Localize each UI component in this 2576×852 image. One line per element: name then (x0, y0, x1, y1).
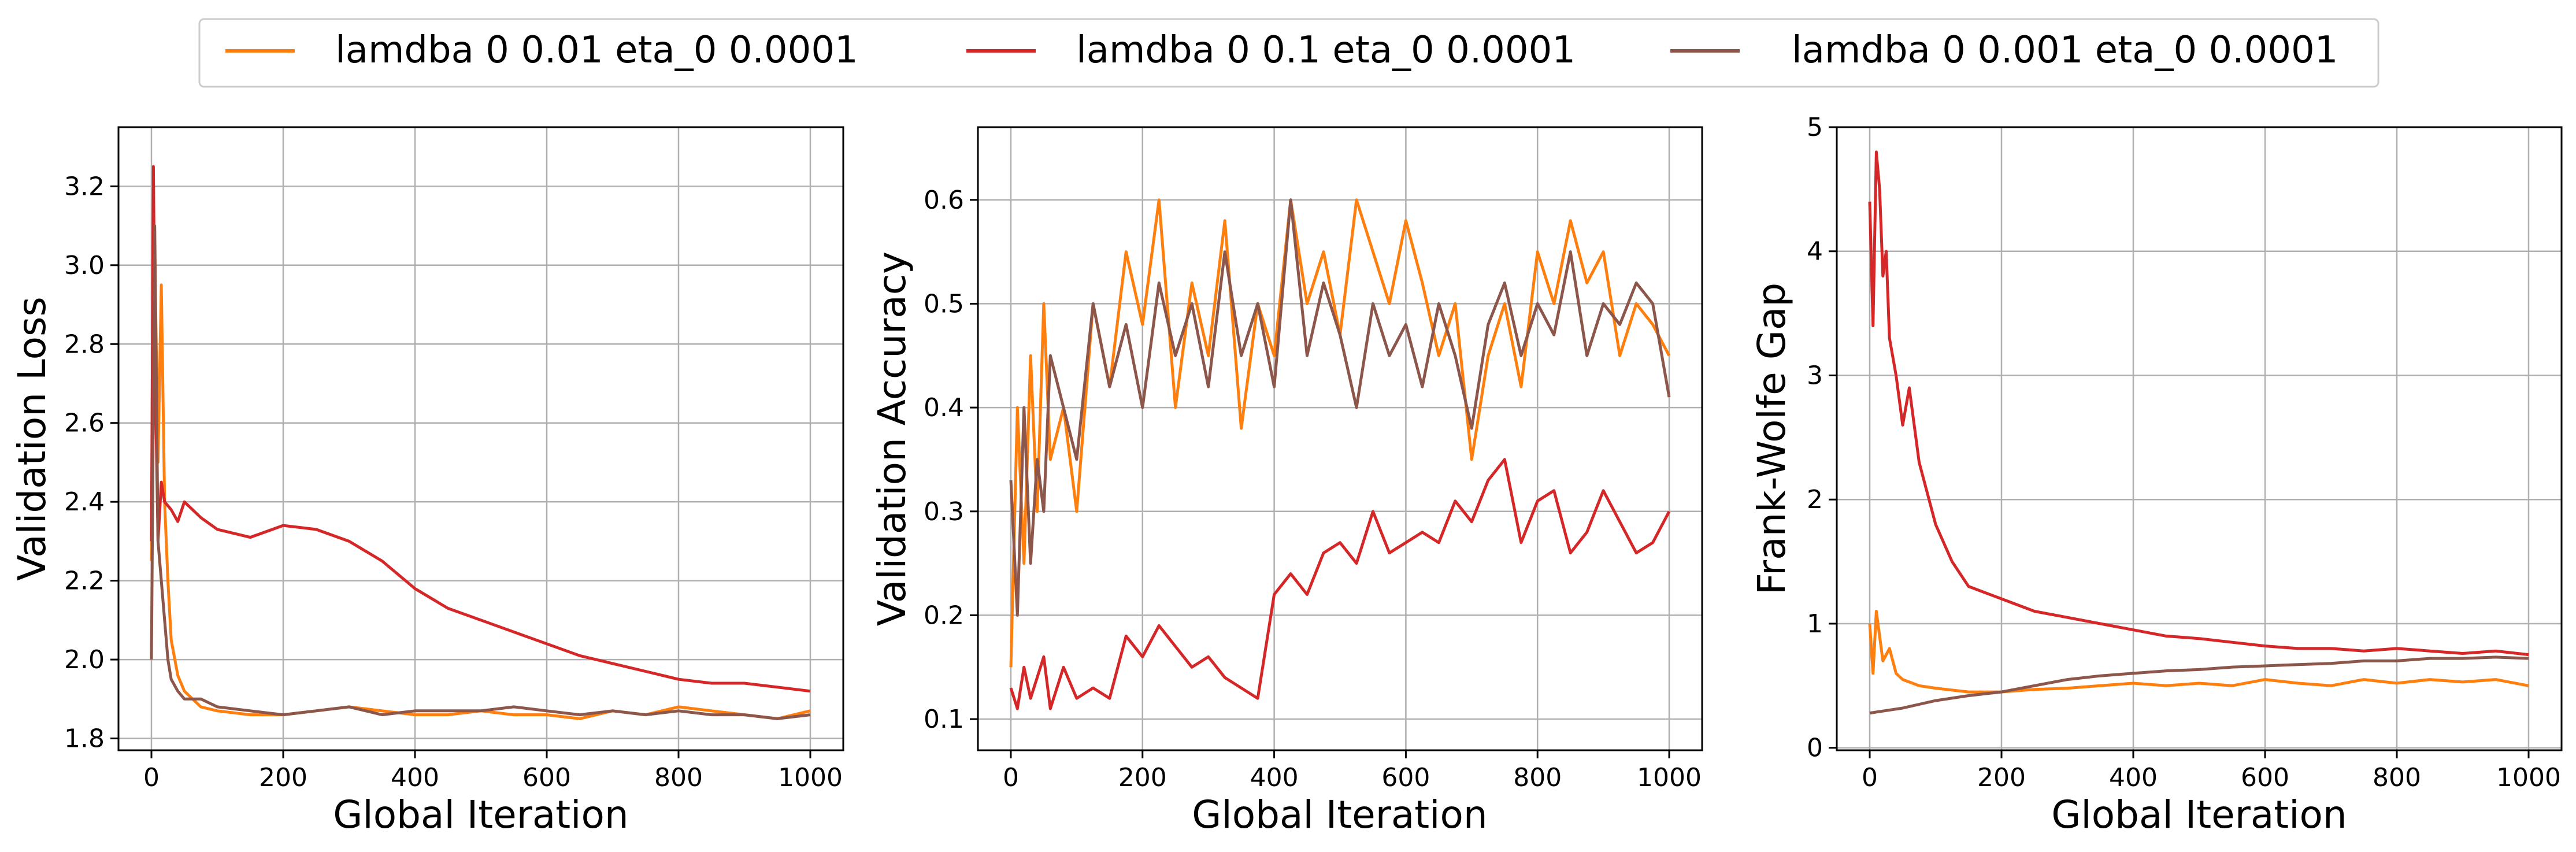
validation-loss-y-tick-label-1: 2.0 (64, 645, 105, 675)
frank-wolfe-gap-x-tick-label-1: 200 (1977, 763, 2026, 792)
validation-loss-panel: 0 200 400 600 800 1000 1.8 2.0 2.2 2.4 2.6 2.8 3.0 3… (10, 126, 844, 837)
validation-loss-axes-frame (117, 126, 844, 751)
validation-accuracy-series-line-2 (1009, 198, 1671, 617)
validation-accuracy-panel: 0 200 400 600 800 1000 0.1 0.2 0.3 0.4 0.5 0.6 Glo… (870, 126, 1703, 837)
legend-label-0: lamdba 0 0.01 eta_0 0.0001 (335, 29, 858, 72)
validation-loss-y-tick-label-0: 1.8 (64, 724, 105, 754)
frank-wolfe-gap-y-tick-label-4: 4 (1807, 237, 1823, 266)
frank-wolfe-gap-y-tick-label-3: 3 (1807, 361, 1823, 390)
frank-wolfe-gap-x-tick-label-3: 600 (2241, 763, 2289, 792)
legend-entry-1: lamdba 0 0.1 eta_0 0.0001 (966, 29, 1576, 72)
validation-accuracy-x-tick-label-3: 600 (1381, 763, 1430, 792)
frank-wolfe-gap-x-tick-label-0: 0 (1862, 763, 1878, 792)
validation-loss-y-tick-label-2: 2.2 (64, 566, 105, 596)
validation-loss-x-tick-label-1: 200 (259, 763, 307, 792)
validation-loss-y-tick-label-3: 2.4 (64, 487, 105, 517)
validation-accuracy-y-axis-label: Validation Accuracy (870, 251, 914, 626)
validation-accuracy-y-tick-label-3: 0.4 (924, 393, 964, 423)
validation-loss-y-tick-label-4: 2.6 (64, 409, 105, 438)
frank-wolfe-gap-series-line-0 (1868, 610, 2529, 694)
validation-loss-x-tick-label-2: 400 (391, 763, 439, 792)
legend-label-1: lamdba 0 0.1 eta_0 0.0001 (1076, 29, 1576, 72)
validation-loss-y-axis-label: Validation Loss (10, 297, 54, 581)
frank-wolfe-gap-series (1868, 150, 2529, 715)
validation-accuracy-y-tick-label-1: 0.2 (924, 601, 964, 630)
validation-loss-x-axis-label: Global Iteration (333, 792, 628, 837)
frank-wolfe-gap-y-tick-label-1: 1 (1807, 609, 1823, 639)
validation-loss-x-ticks: 0 200 400 600 800 1000 (143, 750, 843, 792)
frank-wolfe-gap-y-tick-label-5: 5 (1807, 113, 1823, 142)
validation-accuracy-x-tick-label-2: 400 (1250, 763, 1299, 792)
validation-loss-y-tick-label-7: 3.2 (64, 172, 105, 201)
validation-accuracy-grid (978, 127, 1702, 750)
validation-accuracy-series-line-1 (1009, 458, 1671, 710)
validation-loss-x-tick-label-3: 600 (522, 763, 571, 792)
legend-frame (198, 18, 2379, 88)
validation-loss-x-tick-label-0: 0 (143, 763, 160, 792)
validation-loss-y-tick-label-6: 3.0 (64, 251, 105, 280)
frank-wolfe-gap-y-axis-label: Frank-Wolfe Gap (1750, 283, 1794, 595)
frank-wolfe-gap-x-tick-label-2: 400 (2109, 763, 2158, 792)
frank-wolfe-gap-y-tick-label-2: 2 (1807, 485, 1823, 514)
validation-accuracy-y-tick-label-0: 0.1 (924, 705, 964, 734)
legend-label-2: lamdba 0 0.001 eta_0 0.0001 (1792, 29, 2338, 72)
legend-entry-0: lamdba 0 0.01 eta_0 0.0001 (225, 29, 858, 72)
validation-loss-y-ticks: 1.8 2.0 2.2 2.4 2.6 2.8 3.0 3.2 (64, 172, 118, 754)
validation-loss-series (150, 165, 811, 720)
legend-entry-2: lamdba 0 0.001 eta_0 0.0001 (1670, 29, 2338, 72)
frank-wolfe-gap-x-ticks: 0 200 400 600 800 1000 (1862, 750, 2561, 792)
validation-accuracy-y-tick-label-5: 0.6 (924, 186, 964, 215)
validation-accuracy-x-tick-label-1: 200 (1118, 763, 1167, 792)
validation-accuracy-x-tick-label-0: 0 (1003, 763, 1019, 792)
frank-wolfe-gap-y-ticks: 0 1 2 3 4 5 (1807, 113, 1837, 763)
validation-loss-series-line-2 (150, 224, 811, 720)
legend: lamdba 0 0.01 eta_0 0.0001 lamdba 0 0.1 … (198, 18, 2379, 88)
validation-loss-grid (118, 127, 843, 750)
frank-wolfe-gap-x-axis-label: Global Iteration (2051, 792, 2347, 837)
validation-accuracy-x-tick-label-5: 1000 (1637, 763, 1702, 792)
validation-accuracy-axes-frame (977, 126, 1703, 751)
validation-loss-x-tick-label-4: 800 (654, 763, 703, 792)
validation-loss-series-line-1 (150, 165, 811, 693)
validation-accuracy-y-tick-label-4: 0.5 (924, 289, 964, 318)
frank-wolfe-gap-x-tick-label-5: 1000 (2496, 763, 2561, 792)
frank-wolfe-gap-y-tick-label-0: 0 (1807, 734, 1823, 763)
validation-loss-y-tick-label-5: 2.8 (64, 329, 105, 359)
validation-accuracy-series (1009, 198, 1671, 710)
frank-wolfe-gap-series-line-2 (1869, 655, 2529, 715)
validation-accuracy-y-tick-label-2: 0.3 (924, 497, 964, 527)
validation-accuracy-x-ticks: 0 200 400 600 800 1000 (1003, 750, 1702, 792)
validation-accuracy-x-axis-label: Global Iteration (1192, 792, 1487, 837)
frank-wolfe-gap-panel: 0 200 400 600 800 1000 0 1 2 3 4 5 Global Iteratio… (1750, 113, 2563, 837)
validation-accuracy-series-line-0 (1009, 198, 1671, 668)
frank-wolfe-gap-x-tick-label-4: 800 (2373, 763, 2421, 792)
frank-wolfe-gap-series-line-1 (1868, 150, 2529, 657)
frank-wolfe-gap-axes-frame (1836, 126, 2563, 751)
validation-accuracy-y-ticks: 0.1 0.2 0.3 0.4 0.5 0.6 (924, 186, 978, 734)
validation-loss-x-tick-label-5: 1000 (778, 763, 843, 792)
validation-accuracy-x-tick-label-4: 800 (1513, 763, 1562, 792)
